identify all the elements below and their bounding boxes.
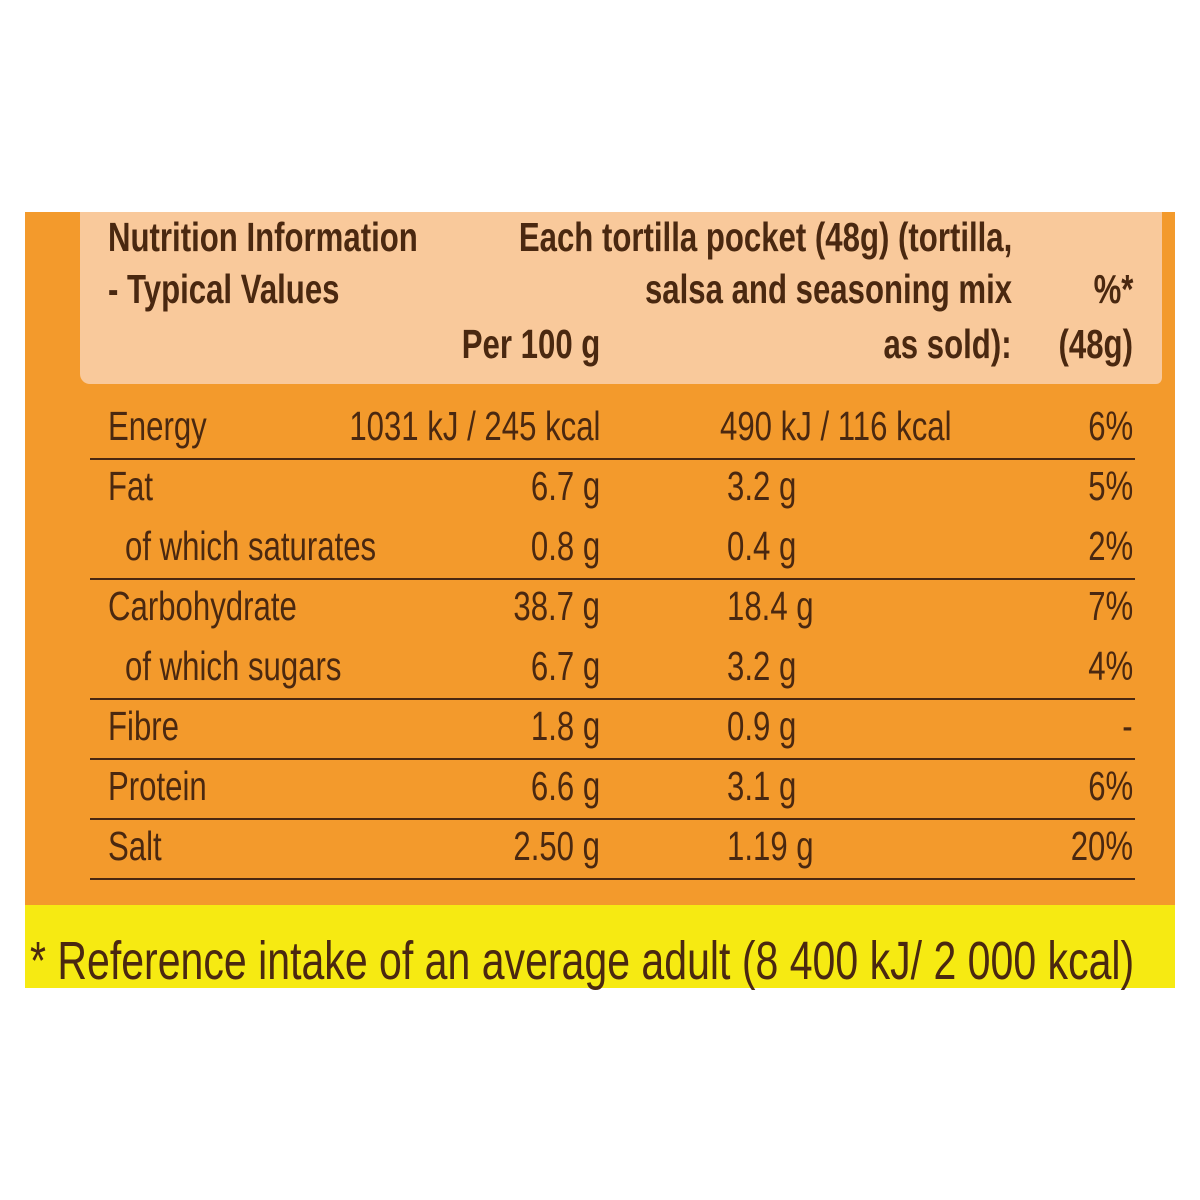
- column-header: salsa and seasoning mix: [644, 266, 1012, 312]
- row-divider: [90, 818, 1135, 820]
- cell-per-100g: 0.8 g: [530, 523, 600, 569]
- column-header: Each tortilla pocket (48g) (tortilla,: [518, 214, 1012, 260]
- cell-per-pocket: 0.9 g: [727, 703, 797, 749]
- cell-percent: 20%: [1070, 823, 1133, 869]
- cell-percent: 5%: [1087, 463, 1133, 509]
- row-divider: [90, 758, 1135, 760]
- cell-percent: 6%: [1087, 763, 1133, 809]
- row-divider: [90, 458, 1135, 460]
- cell-per-pocket: 490 kJ / 116 kcal: [720, 403, 952, 449]
- row-divider: [90, 578, 1135, 580]
- column-header: Per 100 g: [461, 321, 600, 367]
- column-header: %*: [1093, 266, 1133, 312]
- row-divider: [90, 878, 1135, 880]
- row-label: Energy: [108, 403, 207, 449]
- header-band: [80, 212, 1162, 384]
- footnote: * Reference intake of an average adult (…: [30, 931, 1135, 991]
- cell-per-pocket: 3.1 g: [727, 763, 797, 809]
- cell-percent: 4%: [1087, 643, 1133, 689]
- column-header: as sold):: [883, 321, 1012, 367]
- header-title: - Typical Values: [108, 266, 340, 312]
- cell-per-100g: 6.7 g: [530, 463, 600, 509]
- cell-per-pocket: 18.4 g: [727, 583, 814, 629]
- row-label: Salt: [108, 823, 162, 869]
- row-label: Carbohydrate: [108, 583, 297, 629]
- row-label: of which sugars: [125, 643, 342, 689]
- row-label: Protein: [108, 763, 207, 809]
- cell-percent: 7%: [1087, 583, 1133, 629]
- column-header: (48g): [1058, 321, 1133, 367]
- cell-percent: 2%: [1087, 523, 1133, 569]
- cell-per-pocket: 1.19 g: [727, 823, 814, 869]
- row-label: of which saturates: [125, 523, 377, 569]
- cell-per-100g: 1.8 g: [530, 703, 600, 749]
- footnote-band: [25, 905, 1175, 988]
- cell-per-pocket: 3.2 g: [727, 643, 797, 689]
- row-divider: [90, 698, 1135, 700]
- cell-per-100g: 6.7 g: [530, 643, 600, 689]
- row-label: Fibre: [108, 703, 180, 749]
- row-label: Fat: [108, 463, 154, 509]
- cell-per-pocket: 0.4 g: [727, 523, 797, 569]
- cell-percent: 6%: [1087, 403, 1133, 449]
- cell-per-100g: 38.7 g: [513, 583, 600, 629]
- cell-percent: -: [1122, 703, 1133, 749]
- cell-per-100g: 2.50 g: [513, 823, 600, 869]
- cell-per-100g: 1031 kJ / 245 kcal: [348, 403, 600, 449]
- cell-per-pocket: 3.2 g: [727, 463, 797, 509]
- header-title: Nutrition Information: [108, 214, 418, 260]
- cell-per-100g: 6.6 g: [530, 763, 600, 809]
